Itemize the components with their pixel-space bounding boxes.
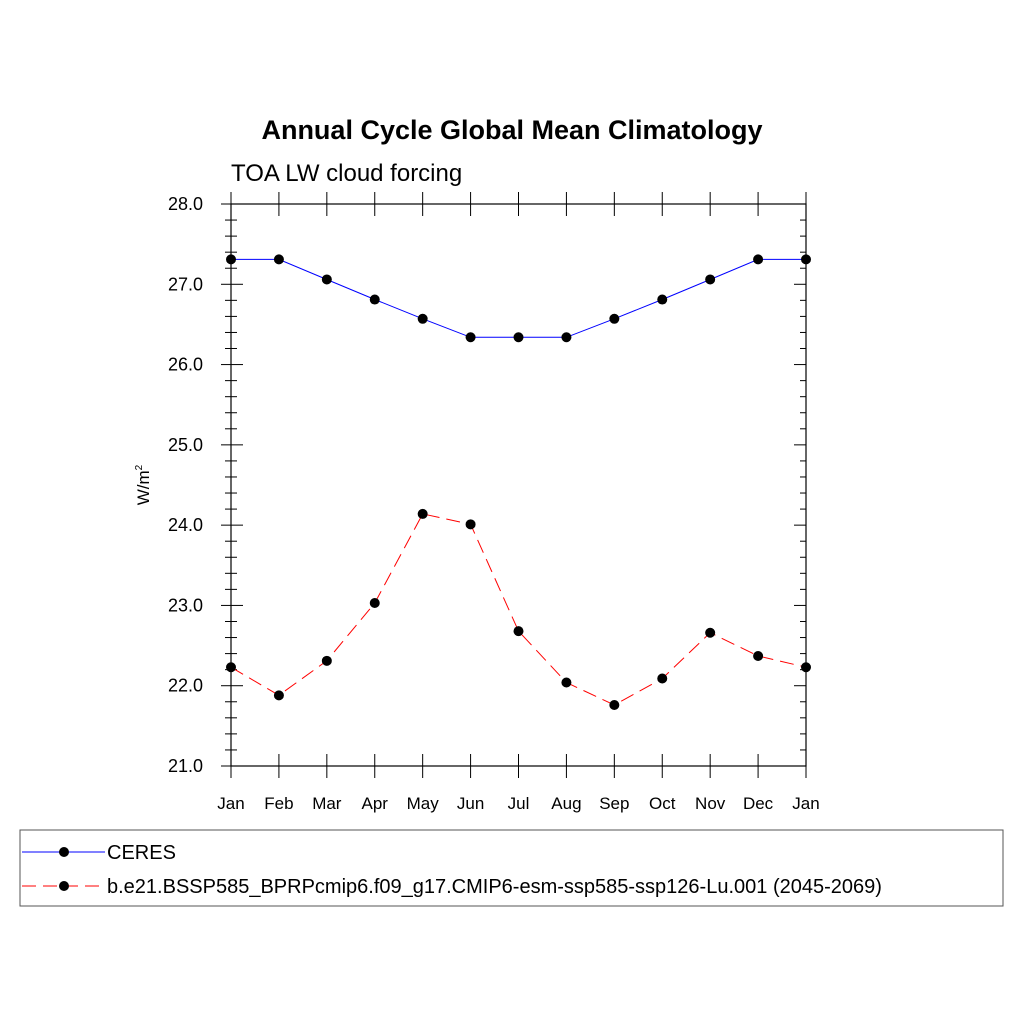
series-0-point — [561, 332, 572, 343]
legend: CERES b.e21.BSSP585_BPRPcmip6.f09_g17.CMI… — [22, 842, 882, 898]
series-1-point — [753, 651, 764, 662]
series-line-1 — [230, 513, 807, 706]
y-tick-label: 27.0 — [168, 274, 203, 294]
series-0-point — [657, 294, 668, 305]
x-tick-label: Oct — [649, 794, 676, 813]
y-tick-label: 21.0 — [168, 756, 203, 776]
series-0-point — [513, 332, 524, 343]
series-0-point — [609, 313, 620, 324]
x-tick-label: Feb — [264, 794, 293, 813]
legend-box — [19, 829, 1004, 907]
y-axis-label-superscript: 2 — [134, 464, 145, 470]
series-1-point — [273, 690, 284, 701]
series-1-point — [226, 662, 236, 673]
x-tick-label: May — [407, 794, 440, 813]
y-tick-label: 25.0 — [168, 435, 203, 455]
y-tick-label: 28.0 — [168, 194, 203, 214]
series-1-point — [513, 626, 524, 637]
series-layer — [226, 254, 811, 710]
x-tick-label: Jun — [457, 794, 484, 813]
series-0-point — [705, 274, 716, 285]
chart-title: Annual Cycle Global Mean Climatology — [261, 115, 762, 145]
series-0-point — [321, 274, 332, 285]
series-0-point — [369, 294, 380, 305]
series-0-point — [226, 254, 236, 265]
x-tick-label: Aug — [551, 794, 581, 813]
y-tick-label: 26.0 — [168, 355, 203, 375]
series-line-0 — [231, 258, 806, 338]
series-1-point — [609, 699, 620, 710]
y-tick-label: 22.0 — [168, 676, 203, 696]
y-tick-label: 24.0 — [168, 515, 203, 535]
x-tick-label: Jan — [792, 794, 819, 813]
plot-axes: 21.0 22.0 23.0 24.0 25.0 26.0 27.0 28.0 Jan Feb Ma… — [168, 192, 820, 813]
x-tick-label: Jul — [508, 794, 530, 813]
y-axis-label-text: W/m — [134, 470, 153, 505]
x-tick-label: Mar — [312, 794, 342, 813]
x-tick-label: Jan — [217, 794, 244, 813]
y-axis-label: W/m2 — [134, 464, 153, 505]
y-tick-label: 23.0 — [168, 595, 203, 615]
series-1-point — [465, 519, 476, 530]
plot-frame — [230, 203, 807, 767]
series-1-point — [657, 673, 668, 684]
x-tick-label: Sep — [599, 794, 629, 813]
legend-label-1: b.e21.BSSP585_BPRPcmip6.f09_g17.CMIP6-es… — [107, 876, 882, 898]
series-0-point — [801, 254, 811, 265]
series-0-point — [417, 313, 428, 324]
series-1-point — [705, 627, 716, 638]
series-1-point — [417, 508, 428, 519]
x-tick-label: Nov — [695, 794, 726, 813]
legend-marker-0 — [59, 847, 69, 857]
series-0-point — [273, 254, 284, 265]
series-1-point — [321, 655, 332, 666]
series-1-point — [561, 677, 572, 688]
series-0-point — [753, 254, 764, 265]
legend-label-0: CERES — [107, 842, 176, 864]
x-tick-label: Dec — [743, 794, 774, 813]
series-0-point — [465, 332, 476, 343]
legend-marker-1 — [59, 881, 69, 891]
x-tick-label: Apr — [362, 794, 389, 813]
chart-subtitle: TOA LW cloud forcing — [231, 160, 462, 187]
series-1-point — [801, 662, 811, 673]
series-1-point — [369, 598, 380, 609]
